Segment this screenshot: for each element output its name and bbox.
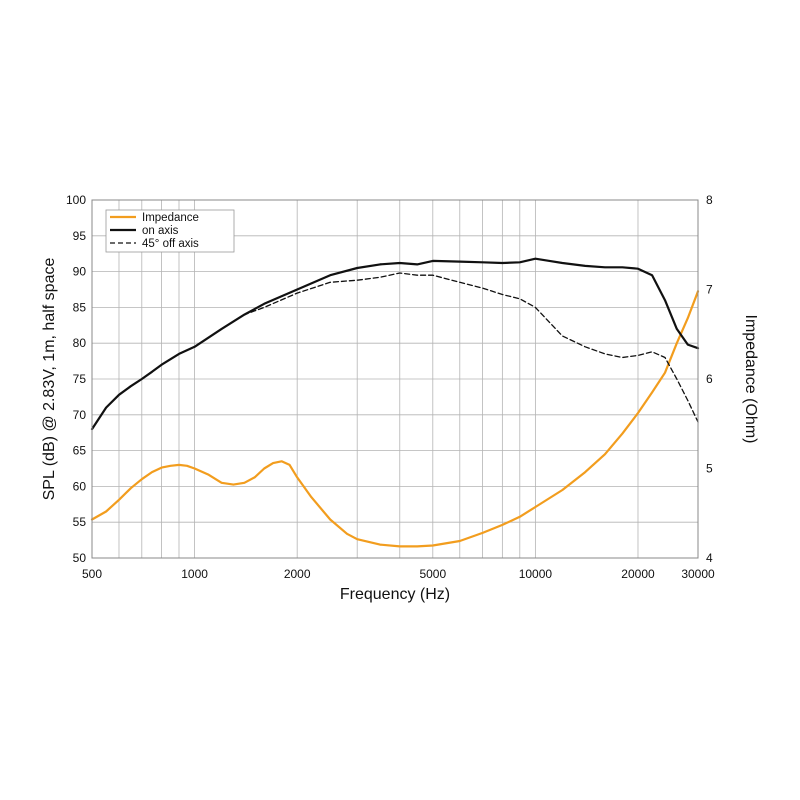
y2-tick-label: 7 xyxy=(706,283,713,297)
y-tick-label: 80 xyxy=(73,336,87,350)
x-tick-label: 500 xyxy=(82,567,102,581)
x-tick-label: 20000 xyxy=(621,567,655,581)
y2-tick-label: 5 xyxy=(706,462,713,476)
y-tick-label: 50 xyxy=(73,551,87,565)
y-tick-label: 55 xyxy=(73,515,87,529)
x-tick-label: 30000 xyxy=(681,567,715,581)
legend: Impedance on axis 45° off axis xyxy=(105,209,235,253)
x-tick-label: 1000 xyxy=(181,567,208,581)
legend-label-on-axis: on axis xyxy=(142,225,179,237)
x-tick-label: 2000 xyxy=(284,567,311,581)
legend-label-off-axis: 45° off axis xyxy=(142,238,199,250)
y-tick-label: 60 xyxy=(73,479,87,493)
plot-frame xyxy=(91,199,699,559)
legend-label-impedance: Impedance xyxy=(142,212,199,224)
y2-tick-label: 8 xyxy=(706,193,713,207)
series-impedance xyxy=(90,290,700,548)
y-tick-label: 75 xyxy=(73,372,87,386)
y2-tick-label: 4 xyxy=(706,551,713,565)
tick-labels: 500 1000 2000 5000 10000 20000 300005055606570… xyxy=(66,193,715,581)
x-tick-label: 5000 xyxy=(419,567,446,581)
y-tick-label: 65 xyxy=(73,444,87,458)
y2-axis-title: Impedance (Ohm) xyxy=(742,315,759,444)
y-axis-title: SPL (dB) @ 2.83V, 1m, half space xyxy=(41,258,58,501)
y-tick-label: 100 xyxy=(66,193,86,207)
x-tick-label: 10000 xyxy=(519,567,553,581)
y-tick-label: 70 xyxy=(73,408,87,422)
y-tick-label: 95 xyxy=(73,229,87,243)
series-off-axis xyxy=(91,272,699,430)
y2-tick-label: 6 xyxy=(706,372,713,386)
x-axis-title: Frequency (Hz) xyxy=(340,586,450,603)
y-tick-label: 85 xyxy=(73,300,87,314)
data-series xyxy=(90,257,700,548)
y-tick-label: 90 xyxy=(73,265,87,279)
